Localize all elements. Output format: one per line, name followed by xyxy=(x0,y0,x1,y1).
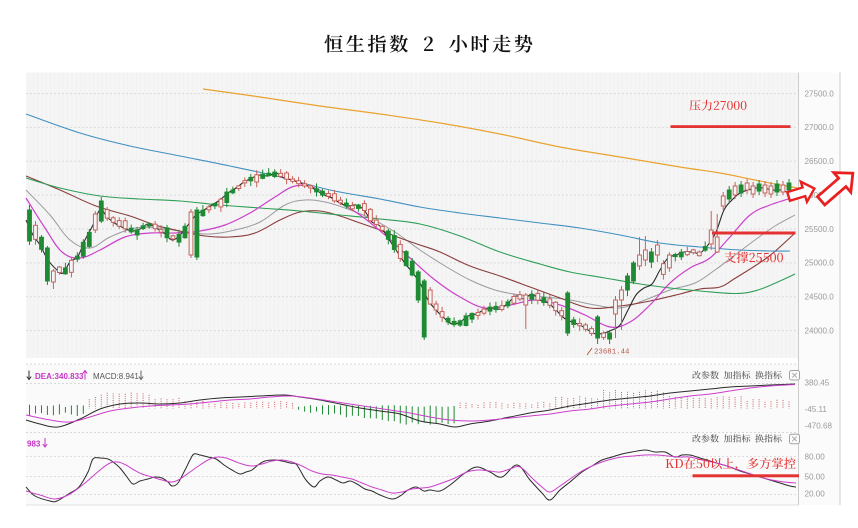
svg-text:20.00: 20.00 xyxy=(805,489,826,498)
svg-text:24500.0: 24500.0 xyxy=(805,293,835,302)
svg-text:23681.44: 23681.44 xyxy=(594,349,630,357)
svg-text:MACD:8.941: MACD:8.941 xyxy=(93,372,139,381)
svg-text:380.45: 380.45 xyxy=(805,378,830,387)
svg-text:25500.0: 25500.0 xyxy=(805,225,835,234)
svg-text:DEA:340.833: DEA:340.833 xyxy=(35,372,84,381)
svg-text:27500.0: 27500.0 xyxy=(805,89,835,98)
svg-text:27000.0: 27000.0 xyxy=(805,123,835,132)
svg-text:80.00: 80.00 xyxy=(805,452,826,461)
svg-text:26500.0: 26500.0 xyxy=(805,157,835,166)
svg-text:50.00: 50.00 xyxy=(805,472,826,481)
svg-text:-470.68: -470.68 xyxy=(805,421,833,430)
svg-text:24000.0: 24000.0 xyxy=(805,326,835,335)
svg-text:-45.11: -45.11 xyxy=(805,405,828,414)
svg-text:25000.0: 25000.0 xyxy=(805,259,835,268)
svg-text:983: 983 xyxy=(27,439,41,448)
